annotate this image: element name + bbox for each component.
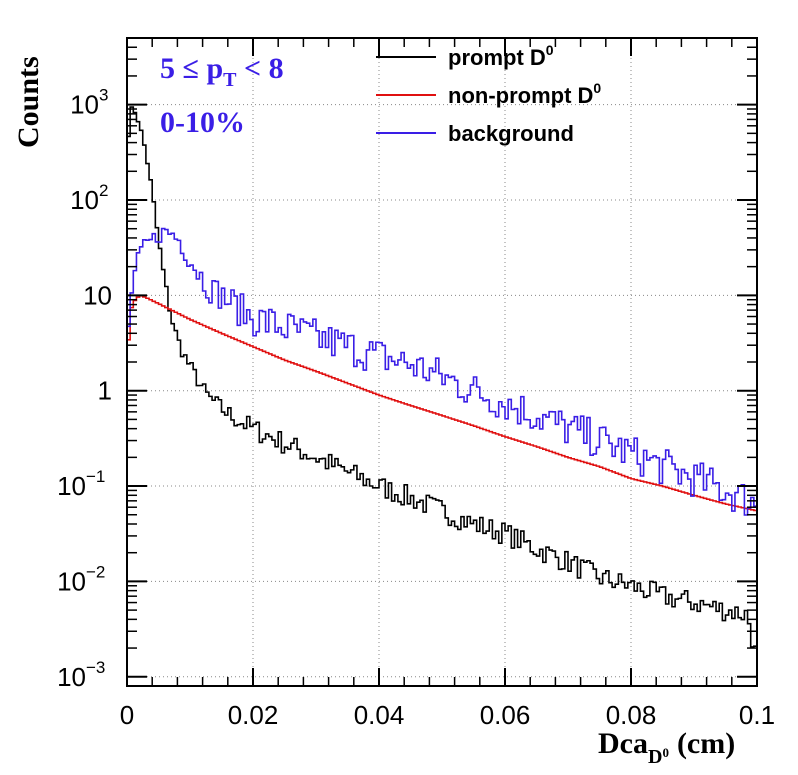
series-group bbox=[127, 106, 757, 648]
pt-sub: T bbox=[223, 69, 237, 91]
x-tick-label: 0.04 bbox=[354, 700, 405, 730]
legend-label-nonprompt: non-prompt D0 bbox=[448, 80, 601, 108]
y-tick-label: 10 bbox=[70, 90, 99, 120]
x-tick-label: 0.08 bbox=[606, 700, 657, 730]
x-axis-title-main: Dca bbox=[598, 727, 648, 760]
y-tick-exponent: 2 bbox=[99, 181, 108, 200]
y-tick-label: 1 bbox=[98, 376, 112, 406]
legend: prompt D0 non-prompt D0 background bbox=[376, 42, 601, 146]
pt-range-annotation: 5 ≤ pT < 8 bbox=[160, 52, 284, 91]
legend-label-prompt-sup: 0 bbox=[546, 42, 554, 58]
centrality-annotation: 0-10% bbox=[160, 106, 245, 139]
y-tick-label: 10 bbox=[57, 662, 86, 692]
x-tick-labels: 0 0.02 0.04 0.06 0.08 0.1 bbox=[120, 700, 775, 730]
pt-prefix: 5 ≤ p bbox=[160, 52, 223, 85]
y-tick-label: 10 bbox=[83, 280, 112, 310]
legend-label-nonprompt-text: non-prompt D bbox=[448, 83, 593, 108]
series-line-background bbox=[127, 227, 757, 516]
x-tick-label: 0.06 bbox=[480, 700, 531, 730]
legend-label-prompt: prompt D0 bbox=[448, 42, 554, 70]
y-tick-label: 10 bbox=[57, 566, 86, 596]
legend-label-prompt-text: prompt D bbox=[448, 45, 546, 70]
series-line-prompt-d bbox=[127, 106, 757, 648]
x-axis-title-sub: D bbox=[648, 746, 662, 768]
axis-ticks bbox=[126, 37, 758, 686]
x-axis-title-subsub: 0 bbox=[662, 745, 669, 760]
pt-suffix: < 8 bbox=[237, 52, 284, 85]
x-axis-title-unit: (cm) bbox=[677, 727, 735, 760]
series-line-non-prompt-d bbox=[127, 295, 757, 512]
x-tick-label: 0.02 bbox=[228, 700, 279, 730]
legend-label-nonprompt-sup: 0 bbox=[593, 80, 601, 96]
x-tick-label: 0 bbox=[120, 700, 134, 730]
y-axis-title: Counts bbox=[12, 56, 45, 148]
y-tick-label: 10 bbox=[57, 471, 86, 501]
legend-label-background: background bbox=[448, 121, 574, 146]
x-axis-title: DcaD0 (cm) bbox=[598, 727, 735, 768]
x-tick-label: 0.1 bbox=[739, 700, 775, 730]
y-tick-exponent: −2 bbox=[86, 562, 105, 581]
y-tick-exponent: −3 bbox=[86, 658, 105, 677]
y-tick-exponent: −1 bbox=[86, 467, 105, 486]
y-tick-exponent: 3 bbox=[99, 86, 108, 105]
y-tick-label: 10 bbox=[70, 185, 99, 215]
